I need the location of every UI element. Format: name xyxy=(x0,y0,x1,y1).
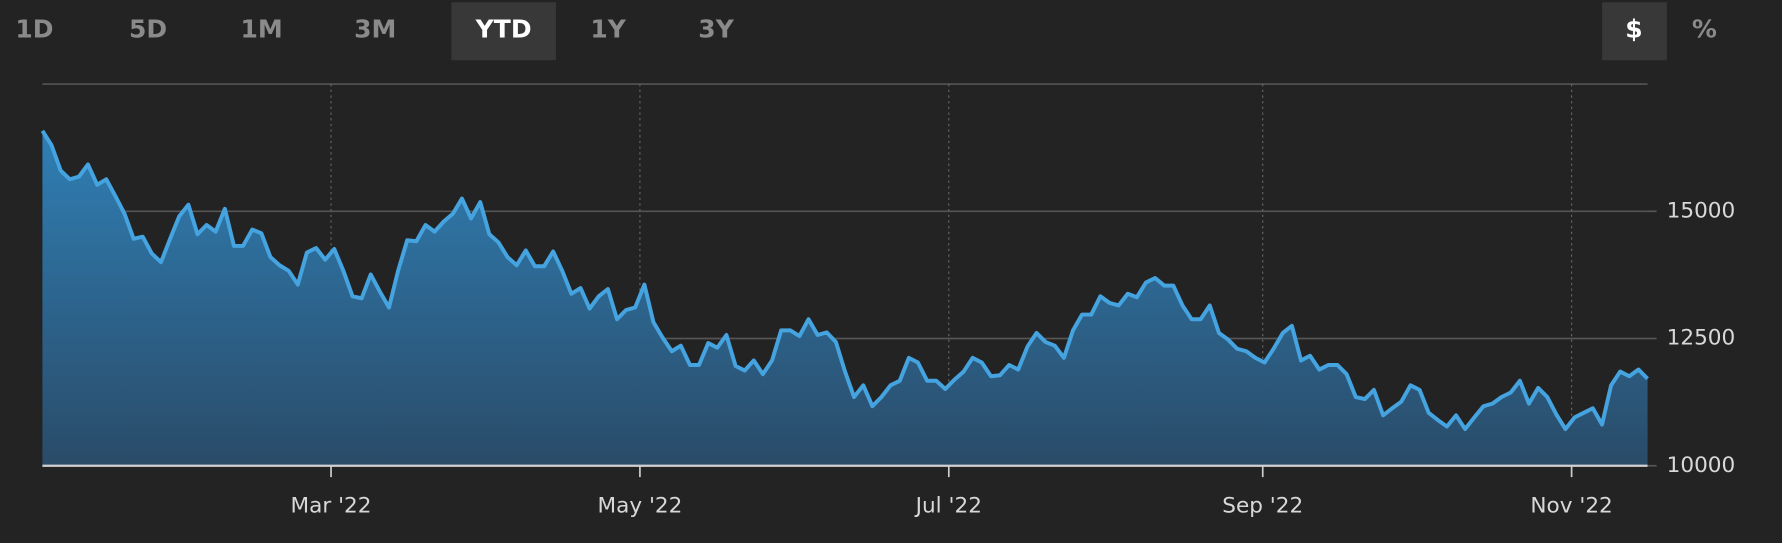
unit-button[interactable]: $ xyxy=(1602,2,1667,61)
y-tick-label: 12500 xyxy=(1667,326,1736,351)
range-button[interactable]: 1Y xyxy=(590,15,626,44)
y-tick-label: 15000 xyxy=(1667,198,1736,223)
range-button[interactable]: 5D xyxy=(129,15,167,44)
range-button[interactable]: 1M xyxy=(241,15,283,44)
range-button[interactable]: 3M xyxy=(354,15,396,44)
range-label: YTD xyxy=(475,15,532,44)
range-label: 1Y xyxy=(590,15,626,44)
y-tick-label: 10000 xyxy=(1667,453,1736,478)
unit-button[interactable]: % xyxy=(1692,15,1717,44)
x-tick-label: Sep '22 xyxy=(1222,494,1303,519)
range-label: 1D xyxy=(15,15,53,44)
price-line xyxy=(40,129,1649,432)
unit-label: $ xyxy=(1625,15,1642,44)
range-button-bg xyxy=(451,2,556,61)
unit-label: % xyxy=(1692,15,1717,44)
range-button[interactable]: 1D xyxy=(15,15,53,44)
range-label: 5D xyxy=(129,15,167,44)
area-fill xyxy=(42,130,1648,466)
range-label: 1M xyxy=(241,15,283,44)
x-tick-label: Jul '22 xyxy=(914,494,982,519)
range-label: 3Y xyxy=(698,15,734,44)
range-label: 3M xyxy=(354,15,396,44)
range-button[interactable]: 3Y xyxy=(698,15,734,44)
unit-button-bg xyxy=(1602,2,1667,61)
range-button[interactable]: YTD xyxy=(451,2,556,61)
x-tick-label: Mar '22 xyxy=(291,494,372,519)
x-tick-label: May '22 xyxy=(597,494,682,519)
x-tick-label: Nov '22 xyxy=(1530,494,1612,519)
